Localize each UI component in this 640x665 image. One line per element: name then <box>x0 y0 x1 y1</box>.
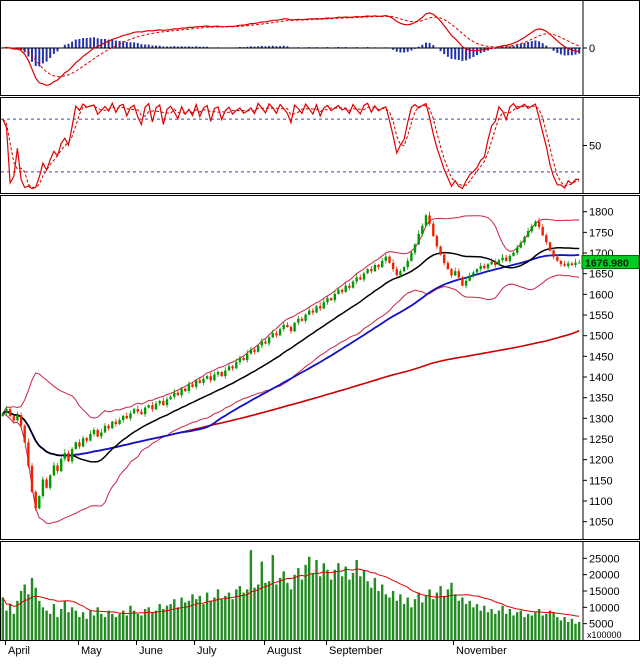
month-tick <box>194 641 195 645</box>
month-tick <box>5 641 6 645</box>
vol-5000-label: 5000 <box>589 619 613 631</box>
price-1400-label: 1400 <box>589 372 613 384</box>
last-price-marker: 1676.980 <box>581 255 639 270</box>
macd-histogram <box>1 37 581 67</box>
time-axis: April May June July August September November <box>0 641 640 665</box>
volume-ma-line <box>2 568 580 617</box>
sma50-line <box>2 254 580 457</box>
month-label-september: September <box>329 645 383 657</box>
month-label-november: November <box>456 645 507 657</box>
price-1200-label: 1200 <box>589 455 613 467</box>
month-tick <box>78 641 79 645</box>
vol-10000-label: 10000 <box>589 602 620 614</box>
month-label-may: May <box>81 645 102 657</box>
price-1550-label: 1550 <box>589 310 613 322</box>
price-1300-label: 1300 <box>589 413 613 425</box>
price-panel: 1800 1750 1700 1650 1600 1550 1500 1450 1400 1350… <box>0 195 640 540</box>
bollinger-upper <box>2 215 580 419</box>
macd-panel: 0 <box>0 0 640 96</box>
month-tick <box>264 641 265 645</box>
price-1250-label: 1250 <box>589 434 613 446</box>
month-label-april: April <box>8 645 31 657</box>
stochastic-plot: 50 <box>1 98 601 193</box>
volume-unit-label: x100000 <box>587 630 622 640</box>
price-1350-label: 1350 <box>589 393 613 405</box>
macd-zero-label: 0 <box>589 43 595 55</box>
volume-axis-labels: 25000 20000 15000 10000 5000 <box>583 553 620 631</box>
price-1750-label: 1750 <box>589 227 613 239</box>
month-tick <box>326 641 327 645</box>
price-1600-label: 1600 <box>589 289 613 301</box>
volume-bars <box>1 550 581 640</box>
macd-signal-line <box>2 15 580 78</box>
price-1100-label: 1100 <box>589 496 613 508</box>
vol-20000-label: 20000 <box>589 570 620 582</box>
stoch-d-line <box>2 105 580 188</box>
volume-panel: 25000 20000 15000 10000 5000 x100000 <box>0 541 640 641</box>
month-label-july: July <box>197 645 217 657</box>
last-price-label: 1676.980 <box>585 258 629 270</box>
vol-25000-label: 25000 <box>589 553 620 565</box>
month-label-august: August <box>267 645 302 657</box>
bollinger-lower <box>2 274 580 525</box>
stoch-k-line <box>2 101 580 190</box>
price-axis-labels: 1800175017001650160015501500145014001350… <box>583 207 613 529</box>
stochastic-panel: 50 <box>0 97 640 194</box>
vol-15000-label: 15000 <box>589 586 620 598</box>
month-tick <box>453 641 454 645</box>
price-1500-label: 1500 <box>589 331 613 343</box>
price-1450-label: 1450 <box>589 351 613 363</box>
stoch-50-label: 50 <box>589 141 601 153</box>
price-1650-label: 1650 <box>589 269 613 281</box>
price-plot: 1800175017001650160015501500145014001350… <box>1 196 639 539</box>
macd-line <box>2 12 580 87</box>
candlesticks <box>1 211 581 511</box>
sma20-line <box>2 247 580 463</box>
month-label-june: June <box>139 645 163 657</box>
macd-plot: 0 <box>1 1 595 95</box>
price-1800-label: 1800 <box>589 207 613 219</box>
price-1150-label: 1150 <box>589 475 613 487</box>
price-1050-label: 1050 <box>589 517 613 529</box>
month-tick <box>136 641 137 645</box>
